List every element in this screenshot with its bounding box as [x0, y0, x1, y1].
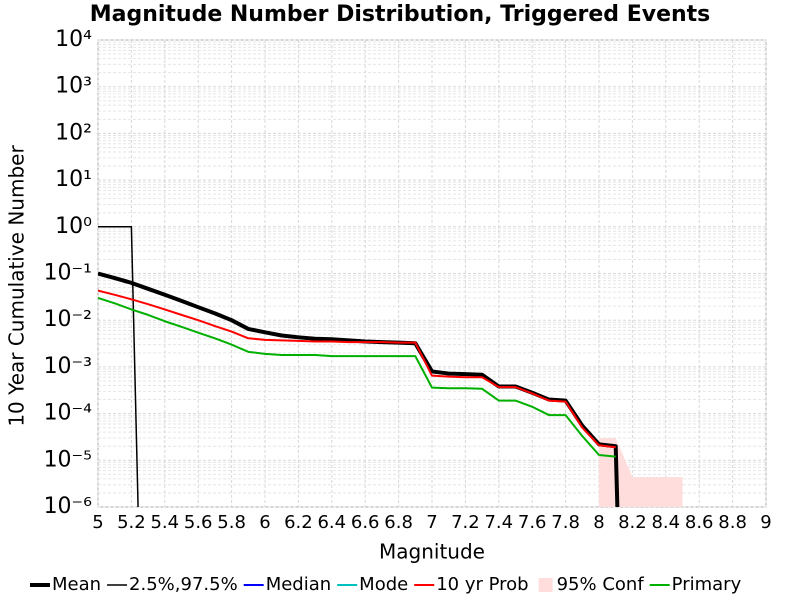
legend-label: 2.5%,97.5% [129, 574, 238, 595]
x-tick-label: 7.2 [451, 512, 480, 533]
series-line [98, 289, 616, 449]
legend-label: Primary [672, 574, 742, 595]
x-tick-label: 6.8 [384, 512, 413, 533]
legend-label: Median [266, 574, 331, 595]
legend-label: 95% Conf [557, 574, 645, 595]
y-tick-label: 10⁻² [44, 307, 92, 332]
legend-swatch [538, 578, 553, 592]
y-tick-label: 10⁰ [55, 214, 92, 239]
y-tick-label: 10¹ [55, 167, 92, 192]
y-axis-label: 10 Year Cumulative Number [5, 145, 29, 427]
y-tick-label: 10⁻¹ [44, 261, 92, 286]
series-line [98, 226, 139, 507]
y-tick-label: 10⁻⁵ [44, 447, 92, 472]
legend-label: Mode [359, 574, 408, 595]
x-tick-label: 5.2 [117, 512, 146, 533]
chart-title: Magnitude Number Distribution, Triggered… [90, 2, 711, 27]
grid [97, 39, 767, 508]
x-tick-label: 6.6 [351, 512, 380, 533]
x-tick-label: 5.8 [217, 512, 246, 533]
confidence-area [599, 438, 683, 507]
x-tick-label: 7 [426, 512, 437, 533]
legend-label: 10 yr Prob [436, 574, 528, 595]
y-tick-label: 10⁻⁶ [44, 494, 93, 519]
x-tick-label: 8.4 [651, 512, 680, 533]
y-tick-label: 10³ [55, 74, 92, 99]
x-tick-label: 8.2 [618, 512, 647, 533]
x-tick-label: 6.2 [284, 512, 313, 533]
legend-label: Mean [52, 574, 101, 595]
x-tick-label: 5.6 [184, 512, 213, 533]
x-tick-label: 8 [593, 512, 604, 533]
y-tick-label: 10⁻³ [44, 354, 92, 379]
x-tick-label: 5.4 [150, 512, 179, 533]
x-tick-label: 5 [92, 512, 103, 533]
x-tick-label: 8.8 [718, 512, 747, 533]
x-tick-label: 7.8 [551, 512, 580, 533]
legend: Mean 2.5%,97.5% Median Mode 10 yr Prob 95% Co… [30, 574, 742, 595]
x-tick-label: 8.6 [685, 512, 714, 533]
y-tick-label: 10⁻⁴ [44, 401, 93, 426]
y-tick-label: 10² [55, 120, 92, 145]
x-tick-label: 7.4 [484, 512, 513, 533]
x-tick-label: 9 [760, 512, 771, 533]
series-line [98, 296, 616, 458]
x-tick-label: 7.6 [518, 512, 547, 533]
plot [98, 226, 683, 507]
x-axis-label: Magnitude [379, 540, 485, 564]
x-tick-label: 6.4 [317, 512, 346, 533]
y-tick-label: 10⁴ [55, 27, 92, 52]
x-tick-label: 6 [259, 512, 270, 533]
